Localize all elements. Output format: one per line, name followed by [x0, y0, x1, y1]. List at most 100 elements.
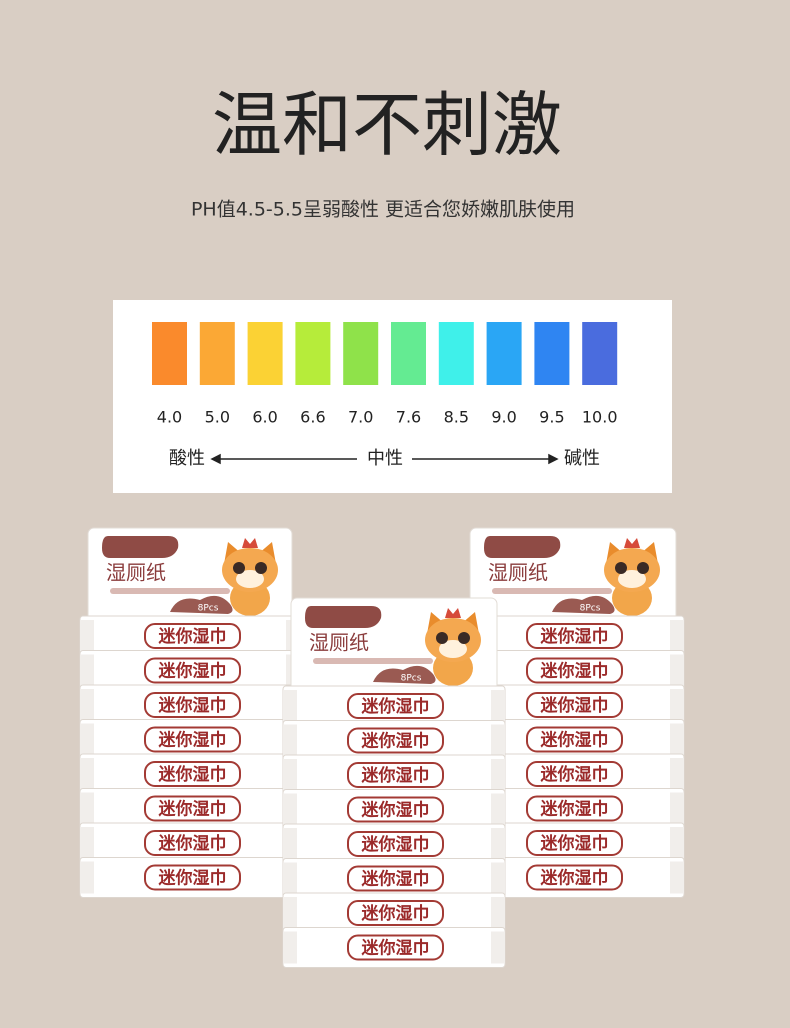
logo-blob: [484, 536, 561, 558]
strip-plaque: [144, 692, 241, 718]
ph-label: 4.0: [157, 408, 182, 427]
strip-label: 迷你湿巾: [361, 800, 430, 821]
ph-label: 9.5: [539, 408, 564, 427]
strip-crimp: [283, 897, 297, 929]
product-count: 8Pcs: [198, 604, 219, 614]
subtitle: PH值4.5-5.5呈弱酸性 更适合您娇嫩肌肤使用: [191, 199, 575, 221]
cat-eye: [255, 562, 267, 574]
neutral-label: 中性: [367, 448, 403, 469]
cat-eye: [615, 562, 627, 574]
count-blob: [170, 595, 233, 614]
cat-muzzle: [618, 570, 646, 588]
product-count: 8Pcs: [401, 674, 422, 684]
strip-plaque: [526, 623, 623, 649]
strip-crimp: [670, 620, 684, 652]
logo-blob: [305, 606, 382, 628]
ph-swatch: [582, 322, 618, 385]
strip-plaque: [347, 934, 444, 961]
strip-label: 迷你湿巾: [361, 765, 430, 786]
ph-swatch: [247, 322, 283, 385]
strip-crimp: [491, 690, 505, 722]
product-name: 湿厕纸: [488, 561, 548, 585]
ph-label: 5.0: [205, 408, 230, 427]
strip-plaque: [526, 795, 623, 822]
strip-label: 迷你湿巾: [540, 661, 609, 682]
strip-crimp: [283, 759, 297, 791]
strip-label: 迷你湿巾: [361, 696, 430, 717]
product-count: 8Pcs: [580, 604, 601, 614]
scale-arrows: [210, 453, 559, 465]
product-name: 湿厕纸: [309, 631, 369, 655]
strip-plaque: [526, 657, 623, 684]
ph-swatch: [343, 322, 379, 385]
strip-label: 迷你湿巾: [361, 834, 430, 855]
strip-crimp: [283, 793, 297, 826]
ph-label: 7.0: [348, 408, 373, 427]
strip-label: 迷你湿巾: [158, 730, 227, 751]
strip-label: 迷你湿巾: [158, 661, 227, 682]
ph-swatch: [295, 322, 331, 385]
strip-crimp: [80, 654, 94, 687]
strip-plaque: [347, 831, 444, 857]
strip-crimp: [670, 827, 684, 859]
strip-label: 迷你湿巾: [361, 938, 430, 959]
strip-label: 迷你湿巾: [540, 626, 609, 647]
strip-crimp: [670, 758, 684, 790]
cat-eye: [233, 562, 245, 574]
strip-crimp: [491, 931, 505, 964]
tagline: [110, 588, 230, 594]
strip-plaque: [347, 900, 444, 926]
strip-label: 迷你湿巾: [158, 764, 227, 785]
count-blob: [552, 595, 615, 614]
strip-label: 迷你湿巾: [540, 799, 609, 820]
ph-swatch: [534, 322, 570, 385]
tagline: [313, 658, 433, 664]
strip-crimp: [283, 690, 297, 722]
cat-eye: [436, 632, 448, 644]
strip-plaque: [526, 864, 623, 891]
strip-crimp: [80, 620, 94, 652]
strip-crimp: [80, 689, 94, 721]
strip-crimp: [80, 792, 94, 825]
strip-crimp: [491, 862, 505, 895]
ph-swatch: [438, 322, 474, 385]
strip-plaque: [347, 693, 444, 719]
alkaline-label: 碱性: [564, 448, 600, 469]
strip-crimp: [283, 931, 297, 964]
strip-label: 迷你湿巾: [540, 833, 609, 854]
strip-crimp: [491, 793, 505, 826]
product-name: 湿厕纸: [106, 561, 166, 585]
cat-crown: [624, 538, 640, 548]
cat-eye: [637, 562, 649, 574]
strip-plaque: [526, 692, 623, 718]
strip-label: 迷你湿巾: [158, 799, 227, 820]
arrow-head: [210, 453, 221, 465]
strip-label: 迷你湿巾: [540, 730, 609, 751]
strip-plaque: [526, 761, 623, 787]
strip-plaque: [526, 726, 623, 753]
strip-label: 迷你湿巾: [361, 869, 430, 890]
strip-label: 迷你湿巾: [540, 868, 609, 889]
strip-crimp: [80, 758, 94, 790]
ph-swatch: [486, 322, 522, 385]
count-blob: [373, 665, 436, 684]
strip-plaque: [347, 727, 444, 754]
strip-label: 迷你湿巾: [361, 903, 430, 924]
strip-label: 迷你湿巾: [158, 626, 227, 647]
strip-crimp: [283, 724, 297, 757]
cat-eye: [458, 632, 470, 644]
cat-muzzle: [236, 570, 264, 588]
ph-swatch: [199, 322, 235, 385]
strip-crimp: [670, 792, 684, 825]
strip-crimp: [283, 828, 297, 860]
ph-swatch: [152, 322, 187, 385]
ph-swatch: [391, 322, 426, 385]
strip-plaque: [144, 623, 241, 649]
strip-plaque: [144, 830, 241, 856]
ph-label: 8.5: [444, 408, 469, 427]
tagline: [492, 588, 612, 594]
strip-crimp: [491, 759, 505, 791]
